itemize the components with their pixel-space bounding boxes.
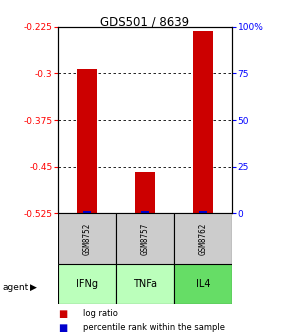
FancyBboxPatch shape (174, 213, 232, 264)
Text: agent: agent (3, 283, 29, 292)
FancyBboxPatch shape (116, 213, 174, 264)
Bar (141, 211, 149, 213)
Text: ■: ■ (58, 323, 67, 333)
FancyBboxPatch shape (116, 264, 174, 304)
Text: log ratio: log ratio (83, 309, 117, 318)
Bar (135, 172, 155, 213)
FancyBboxPatch shape (174, 264, 232, 304)
Bar (199, 211, 207, 213)
Text: TNFa: TNFa (133, 279, 157, 289)
Text: GSM8762: GSM8762 (198, 222, 208, 255)
Text: IFNg: IFNg (76, 279, 98, 289)
FancyBboxPatch shape (58, 264, 116, 304)
Text: GSM8757: GSM8757 (140, 222, 150, 255)
Bar (77, 69, 97, 213)
Text: ▶: ▶ (30, 283, 37, 292)
Text: GDS501 / 8639: GDS501 / 8639 (100, 15, 190, 28)
Text: IL4: IL4 (196, 279, 210, 289)
Bar (193, 31, 213, 213)
FancyBboxPatch shape (58, 213, 116, 264)
Text: ■: ■ (58, 309, 67, 319)
Bar (83, 211, 91, 213)
Text: GSM8752: GSM8752 (82, 222, 92, 255)
Text: percentile rank within the sample: percentile rank within the sample (83, 323, 225, 332)
